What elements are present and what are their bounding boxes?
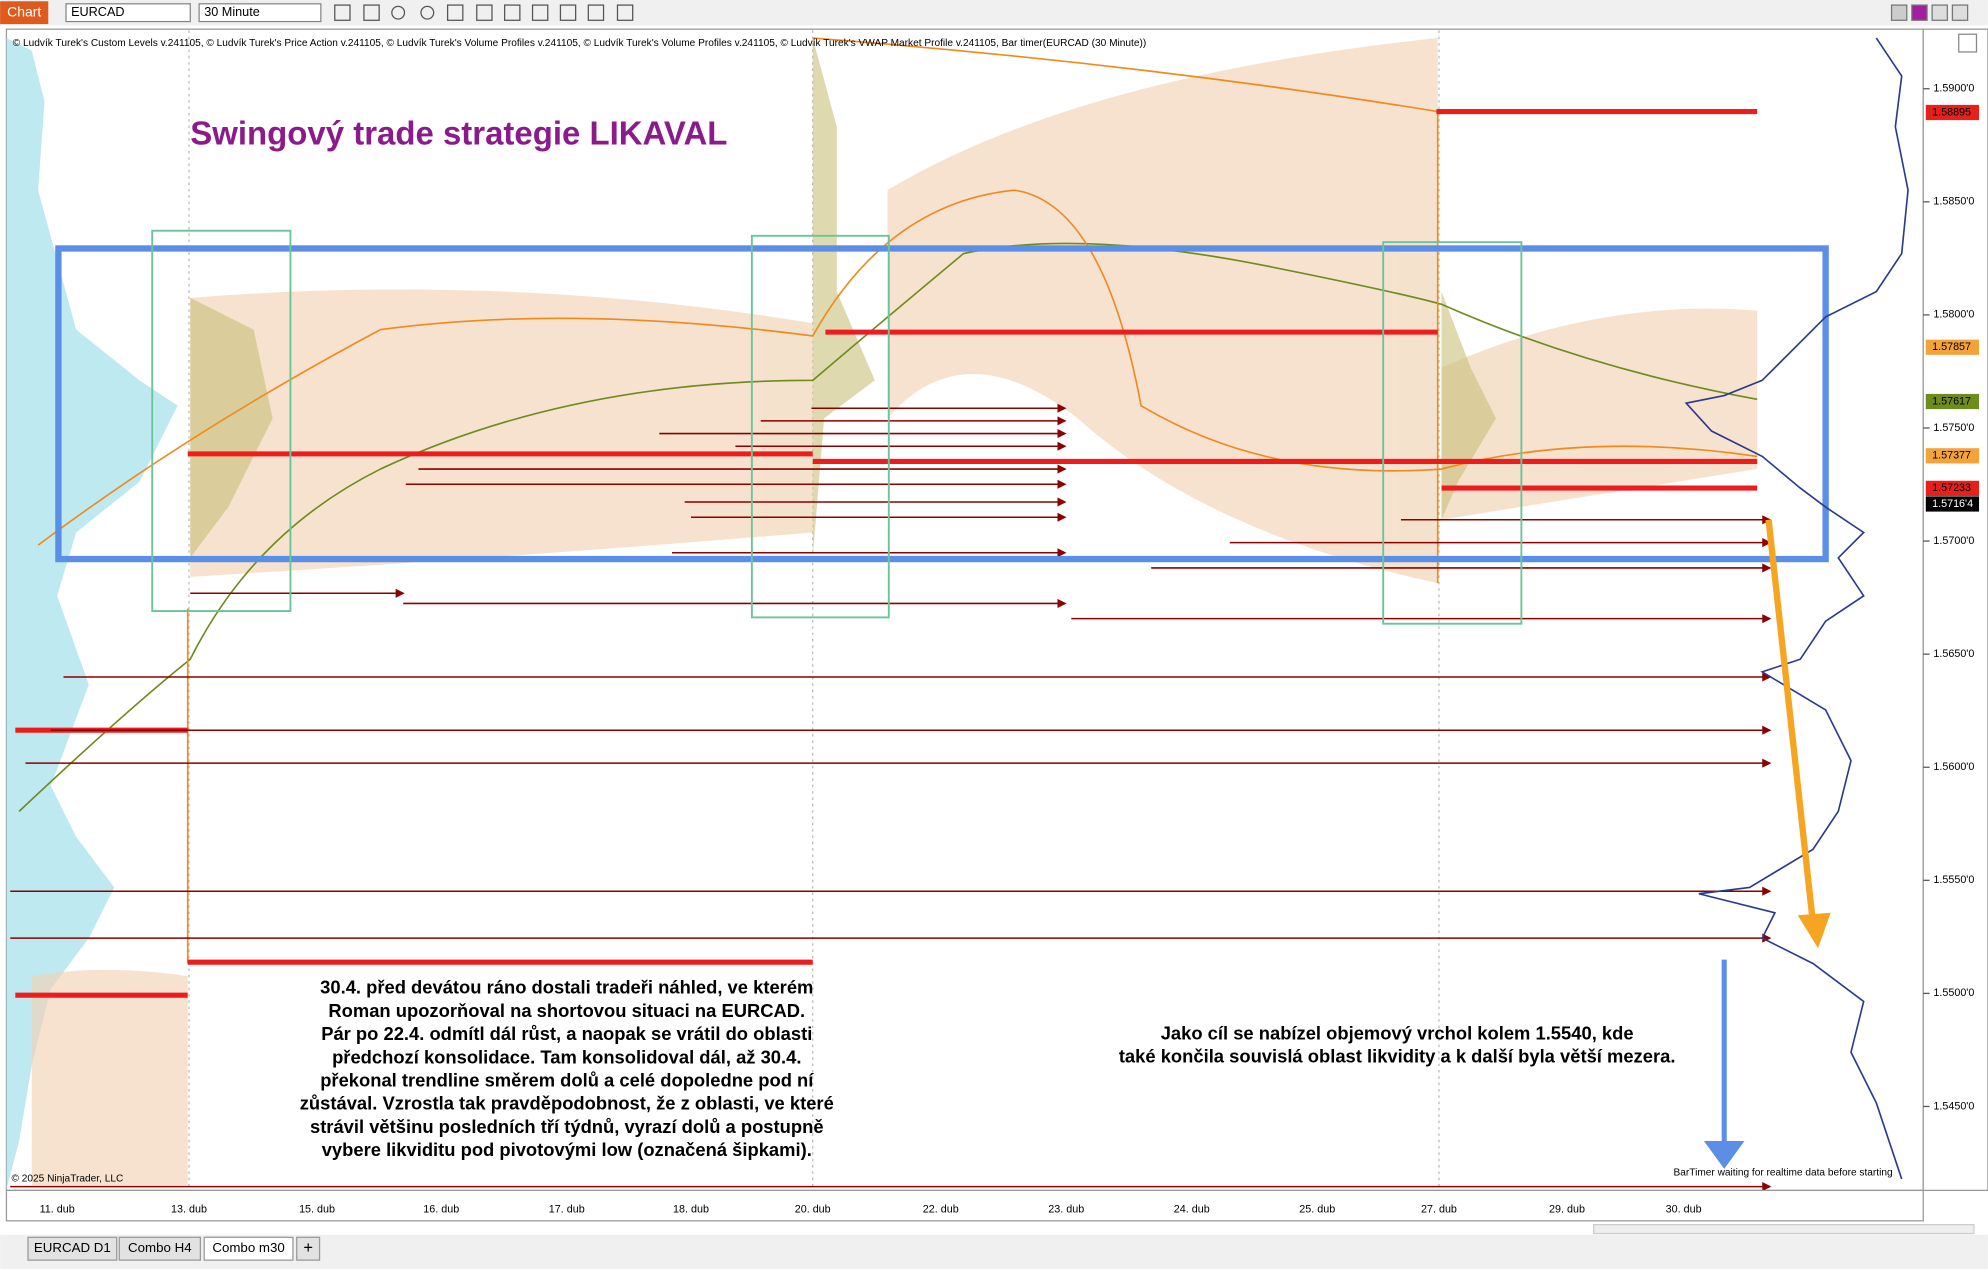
volume-profile [6,38,178,1190]
date-label: 30. dub [1666,1203,1702,1215]
note-line: strávil většinu posledních tří týdnů, vy… [310,1116,824,1137]
tab-label: + [303,1239,313,1257]
copyright: © 2025 NinjaTrader, LLC [12,1174,124,1185]
price-marker-label: 1.57377 [1932,450,1971,462]
tick-label: 1.5850'0 [1933,196,1974,208]
scrollbar[interactable] [1593,1223,1975,1235]
toolbar [0,0,1988,26]
date-label: 29. dub [1549,1203,1585,1215]
note-line: Jako cíl se nabízel objemový vrchol kole… [1161,1022,1634,1043]
price-marker-label: 1.57233 [1932,482,1971,494]
toolbar-icons[interactable] [334,4,634,21]
tick-label: 1.5800'0 [1933,309,1974,321]
panel-button[interactable] [1958,33,1978,53]
note-line: Pár po 22.4. odmítl dál růst, a naopak s… [321,1023,812,1044]
range-box [55,245,1829,563]
window-buttons[interactable] [1890,4,1969,21]
date-label: 16. dub [423,1203,459,1215]
note-line: předchozí konsolidace. Tam konsolidoval … [332,1046,801,1067]
liquidity-arrows [10,403,1772,1192]
note-line: Roman upozorňoval na shortovou situaci n… [328,1000,805,1021]
tab-label: Combo H4 [128,1240,192,1255]
note-line: překonal trendline směrem dolů a celé do… [320,1069,814,1090]
chart-tab[interactable] [0,1,49,25]
tick-label: 1.5550'0 [1933,874,1974,886]
price-marker [1925,339,1980,355]
tab-label: EURCAD D1 [34,1240,111,1255]
price-marker-label: 1.5716'4 [1932,498,1973,510]
tab[interactable] [27,1236,118,1261]
indicators-line: © Ludvík Turek's Custom Levels v.241105,… [13,38,1146,49]
price-marker [1925,448,1980,464]
price-marker [1925,480,1980,496]
instrument-select[interactable] [65,3,191,23]
tick-label: 1.5650'0 [1933,648,1974,660]
tab[interactable] [118,1236,202,1261]
date-axis [5,1189,1924,1222]
date-label: 13. dub [171,1203,207,1215]
date-label: 22. dub [923,1203,959,1215]
note-right: Jako cíl se nabízel objemový vrchol kole… [1119,1022,1676,1066]
price-marker-label: 1.57857 [1932,341,1971,353]
tick-label: 1.5500'0 [1933,987,1974,999]
date-label: 17. dub [549,1203,585,1215]
chart-tab-label: Chart [7,3,41,19]
chart-title: Swingový trade strategie LIKAVAL [190,114,727,151]
note-line: 30.4. před devátou ráno dostali tradeři … [320,977,813,998]
price-marker [1925,104,1980,121]
price-marker-label: 1.58895 [1932,106,1971,118]
date-label: 11. dub [40,1203,75,1215]
date-label: 18. dub [673,1203,709,1215]
date-label: 20. dub [795,1203,831,1215]
interval-label: 30 Minute [204,5,260,19]
instrument-label: EURCAD [71,5,124,19]
tab-label: Combo m30 [212,1240,284,1255]
interval-select[interactable] [198,3,322,23]
date-label: 23. dub [1048,1203,1084,1215]
tick-label: 1.5900'0 [1933,83,1974,95]
date-label: 25. dub [1299,1203,1335,1215]
tab[interactable] [203,1236,294,1261]
tabs: EURCAD D1 Combo H4 Combo m30 + [27,1236,321,1261]
note-line: také končila souvislá oblast likvidity a… [1119,1046,1676,1067]
price-marker-label: 1.57617 [1932,395,1971,407]
note-left: 30.4. před devátou ráno dostali tradeři … [300,977,834,1160]
tick-label: 1.5750'0 [1933,422,1974,434]
tick-label: 1.5600'0 [1933,761,1974,773]
note-line: vybere likviditu pod pivotovými low (ozn… [322,1139,812,1160]
note-line: zůstával. Vzrostla tak pravděpodobnost, … [300,1093,834,1114]
price-marker [1925,496,1980,512]
date-labels: 11. dub 13. dub 15. dub 16. dub 17. dub 18. d… [40,1203,1702,1215]
price-marker [1925,393,1980,410]
volume-curve [1684,37,1909,1180]
target-arrow [1703,519,1831,1169]
tick-label: 1.5700'0 [1933,535,1974,547]
bartimer: BarTimer waiting for realtime data befor… [1674,1167,1893,1178]
price-axis-labels: 1.5900'0 1.5850'0 1.5800'0 1.5750'0 1.5700'0… [1923,83,1980,1112]
date-label: 15. dub [299,1203,335,1215]
day-separators [188,30,1440,1190]
tick-label: 1.5450'0 [1933,1100,1974,1112]
tab[interactable] [296,1236,321,1261]
test-boxes [151,229,1523,625]
price-axis [1922,28,1988,1192]
date-label: 27. dub [1421,1203,1457,1215]
tab-bar [0,1234,1988,1269]
date-label: 24. dub [1174,1203,1210,1215]
